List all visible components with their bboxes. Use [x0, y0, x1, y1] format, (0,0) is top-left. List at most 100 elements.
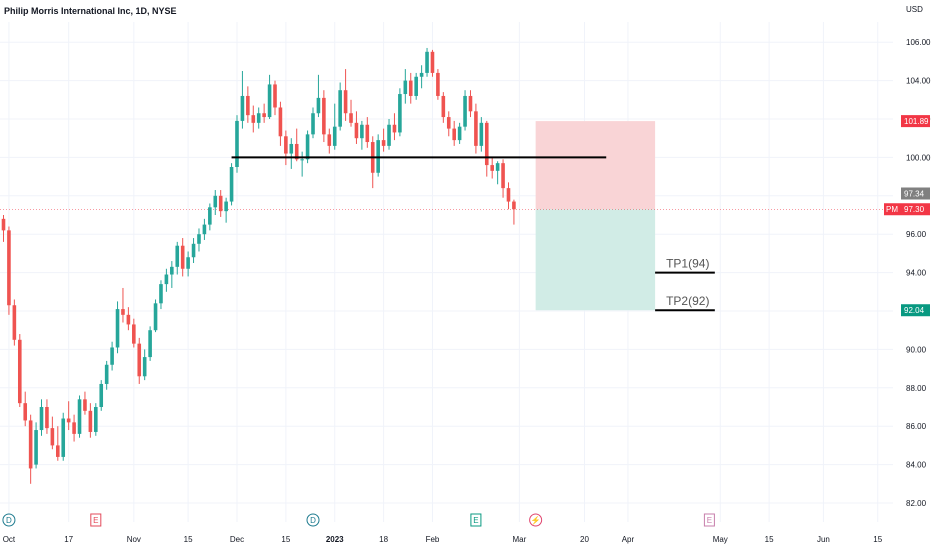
candle [484, 120, 489, 177]
candle-body [316, 97, 321, 114]
target-label: TP1(94) [666, 257, 709, 271]
candle [332, 103, 337, 150]
candle-body [61, 418, 66, 457]
candle [349, 99, 353, 127]
candle-body [512, 201, 516, 210]
candle [381, 128, 386, 152]
candle [191, 238, 196, 263]
event-marker[interactable]: E [703, 513, 715, 527]
candle [132, 318, 136, 348]
event-marker-bg [306, 513, 320, 527]
current-price-tag-prefix: PM [886, 205, 898, 214]
candle-body [354, 122, 359, 139]
candle-body [479, 122, 484, 146]
candle-body [267, 84, 272, 118]
target-price-tag-bg [901, 304, 930, 317]
candle [34, 422, 38, 469]
candle [99, 380, 104, 411]
y-tick-label: 104.00 [906, 77, 931, 86]
candle-body [50, 428, 55, 446]
currency-label: USD [906, 5, 923, 14]
candle-body [83, 399, 87, 411]
candle [403, 69, 408, 104]
candle [17, 334, 22, 407]
x-tick-label: 15 [765, 535, 774, 544]
candle [311, 107, 315, 139]
event-marker-letter: E [473, 516, 478, 525]
candle-body [126, 314, 131, 325]
candle-body [202, 224, 207, 235]
event-marker[interactable]: D [2, 513, 16, 527]
grid-lines [0, 22, 893, 522]
target-label: TP2(92) [666, 294, 709, 308]
candle [50, 416, 55, 450]
event-marker-bg [90, 513, 102, 527]
candle [159, 280, 163, 310]
candle-body [99, 383, 104, 407]
candle [229, 163, 234, 206]
drawn-lines: TP1(94) TP2(92) [231, 156, 715, 312]
event-marker[interactable]: ⚡ [529, 513, 543, 527]
x-tick-label: May [713, 535, 728, 544]
prev-close-tag-bg [901, 187, 930, 200]
event-marker[interactable]: E [470, 513, 482, 527]
candle [278, 101, 283, 146]
candle-body [501, 163, 505, 189]
y-tick-label: 94.00 [906, 269, 927, 278]
candle [72, 414, 76, 442]
candle-body [490, 165, 494, 171]
x-tick-label: 2023 [326, 535, 344, 544]
candle-body [148, 330, 152, 358]
candle [164, 268, 169, 292]
candle [77, 395, 82, 438]
event-marker-bg [470, 513, 482, 527]
candle-body [408, 80, 413, 96]
candle [39, 399, 44, 436]
candle [104, 360, 109, 390]
event-markers: D E D E ⚡ E [2, 513, 715, 527]
stop-price-tag-text: 101.89 [904, 117, 929, 126]
candle-body [180, 245, 185, 269]
y-tick-label: 82.00 [906, 499, 927, 508]
candle [365, 117, 370, 148]
candle [1, 215, 6, 242]
candle [506, 182, 511, 210]
x-tick-label: Oct [3, 535, 16, 544]
current-price-tag-text: 97.30 [904, 205, 925, 214]
candle [218, 190, 223, 217]
candle [251, 105, 256, 133]
prev-close-tag: 97.34 [901, 187, 930, 200]
target-price-tag: 92.04 [901, 304, 930, 317]
event-marker[interactable]: D [306, 513, 320, 527]
candle-body [153, 303, 158, 331]
candle-body [327, 134, 332, 146]
candle-body [164, 274, 169, 285]
price-axis[interactable]: 82.0084.0086.0088.0090.0092.0094.0096.00… [884, 38, 931, 508]
target-price-tag-text: 92.04 [904, 306, 925, 315]
candle [457, 122, 462, 144]
candle-body [115, 309, 120, 348]
candle-body [77, 399, 82, 434]
candle-body [240, 95, 245, 121]
candle [354, 111, 359, 144]
x-tick-label: 20 [580, 535, 589, 544]
candle-body [132, 324, 136, 344]
y-tick-label: 84.00 [906, 461, 927, 470]
candle [235, 115, 239, 173]
time-axis[interactable]: Oct 17 Nov 15 Dec 15 2023 18 Feb Mar 20 Apr May 15 Jun… [3, 535, 883, 544]
candle [322, 90, 326, 143]
event-marker[interactable]: E [90, 513, 102, 527]
candle-body [28, 420, 33, 469]
candle [284, 130, 288, 166]
candle-body [39, 407, 44, 431]
candle-body [94, 407, 98, 432]
candle-body [360, 124, 364, 139]
x-tick-label: Jun [817, 535, 830, 544]
candle-body [229, 167, 234, 202]
candle-body [284, 136, 288, 154]
candle [425, 47, 429, 77]
event-marker-letter: D [310, 516, 316, 525]
candle-body [343, 90, 348, 114]
y-tick-label: 100.00 [906, 153, 931, 162]
